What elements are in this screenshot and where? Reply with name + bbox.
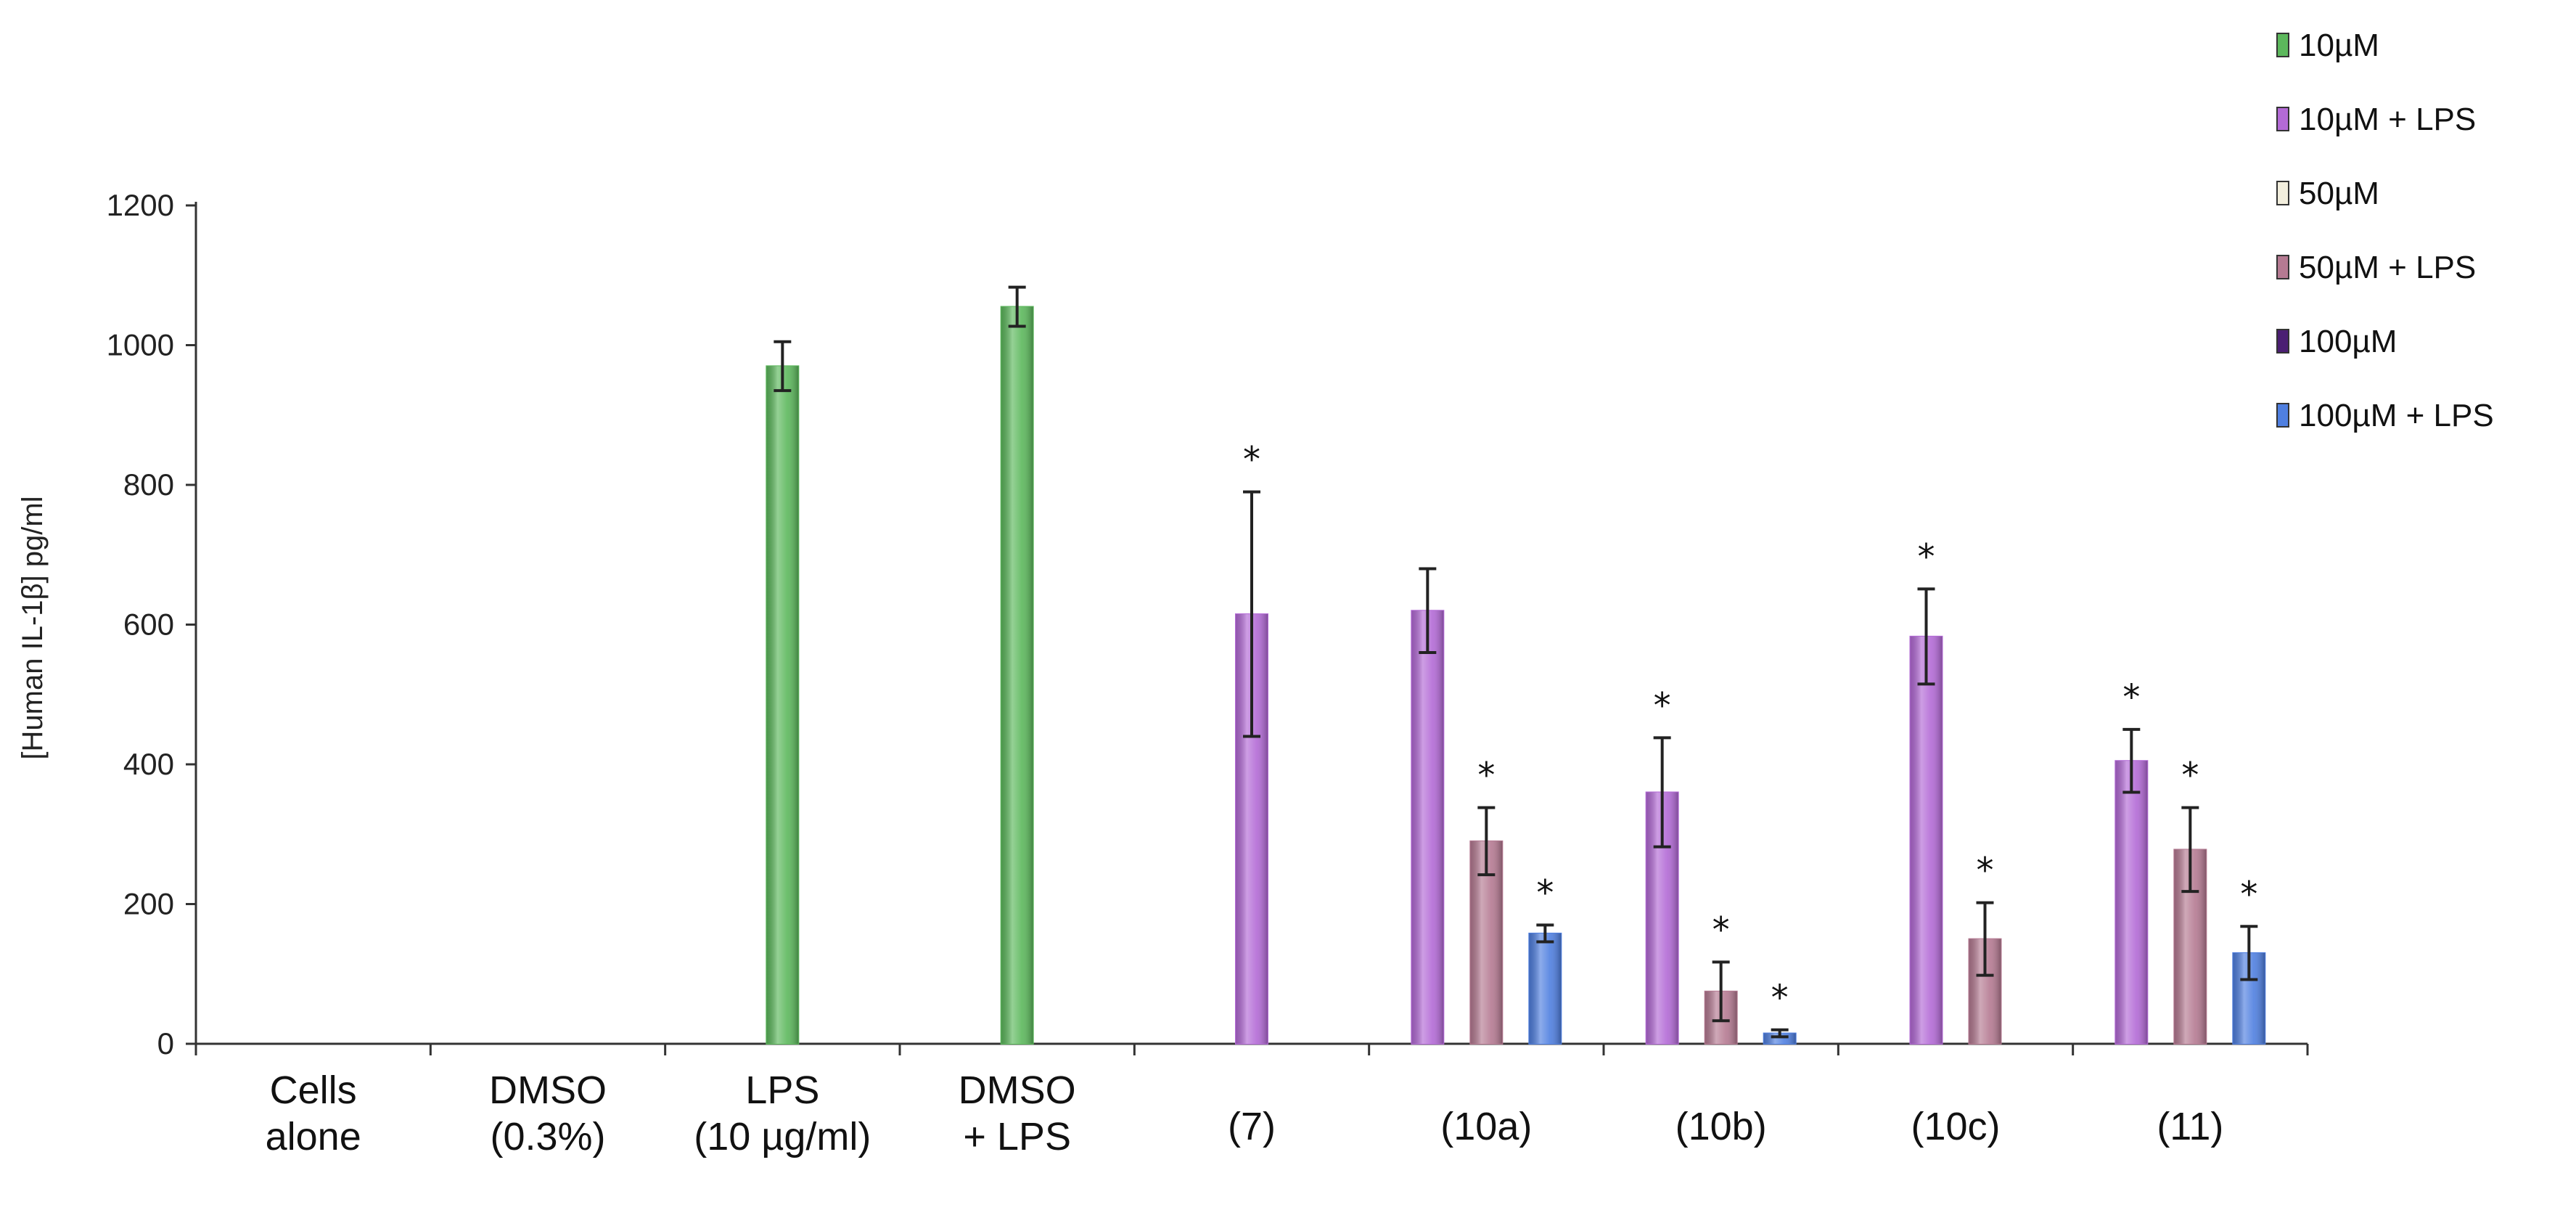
bar-shade — [2115, 761, 2148, 1044]
legend-label: 100µM + LPS — [2299, 398, 2494, 433]
legend-swatch — [2276, 255, 2289, 279]
y-tick-label: 0 — [157, 1026, 174, 1060]
y-axis-label: [Human IL-1β] pg/ml — [17, 496, 49, 759]
legend-swatch — [2276, 329, 2289, 353]
legend-swatch — [2276, 181, 2289, 205]
bar-shade — [1001, 306, 1033, 1044]
x-category-label: (7) — [1228, 1105, 1276, 1148]
bar-shade — [766, 366, 799, 1044]
bar-shade — [1529, 933, 1562, 1044]
significance-star: * — [1771, 978, 1789, 1018]
x-category-label: LPS — [745, 1068, 819, 1112]
legend-swatch — [2276, 403, 2289, 428]
x-category-label: alone — [266, 1115, 361, 1158]
x-category-label: (10a) — [1440, 1105, 1532, 1148]
x-category-label: (10b) — [1675, 1105, 1767, 1148]
x-category-label: DMSO — [959, 1068, 1076, 1112]
x-category-label: DMSO — [489, 1068, 607, 1112]
y-tick-label: 600 — [123, 608, 174, 642]
legend-swatch — [2276, 33, 2289, 57]
x-category-label: (10 µg/ml) — [694, 1115, 871, 1158]
x-category-label: (10c) — [1911, 1105, 2000, 1148]
legend-swatch — [2276, 107, 2289, 131]
y-tick-label: 1200 — [107, 188, 174, 222]
x-category-label: Cells — [270, 1068, 357, 1112]
significance-star: * — [2122, 677, 2140, 718]
significance-star: * — [1536, 872, 1554, 913]
bar-shade — [1910, 636, 1943, 1044]
significance-star: * — [1654, 685, 1671, 726]
plot-area: 020040060080010001200CellsaloneDMSO(0.3%… — [107, 188, 2309, 1158]
y-tick-label: 800 — [123, 467, 174, 502]
legend-label: 50µM — [2299, 176, 2379, 211]
significance-star: * — [1918, 536, 1935, 577]
y-tick-label: 200 — [123, 887, 174, 921]
legend-label: 50µM + LPS — [2299, 250, 2476, 285]
bar-shade — [1411, 610, 1444, 1044]
legend-label: 10µM + LPS — [2299, 102, 2476, 137]
x-category-label: (11) — [2157, 1105, 2223, 1148]
y-tick-label: 1000 — [107, 328, 174, 362]
legend: 10µM 10µM + LPS 50µM 50µM + LPS 100µM 100µM +… — [2276, 28, 2494, 433]
legend-label: 10µM — [2299, 28, 2379, 63]
x-category-label: (0.3%) — [490, 1115, 605, 1158]
y-tick-label: 400 — [123, 747, 174, 781]
significance-star: * — [1477, 756, 1495, 796]
significance-star: * — [2181, 756, 2199, 796]
significance-star: * — [1243, 440, 1260, 481]
significance-star: * — [2240, 874, 2257, 915]
legend-label: 100µM — [2299, 324, 2397, 359]
significance-star: * — [1712, 910, 1730, 950]
significance-star: * — [1977, 851, 1994, 891]
x-category-label: + LPS — [963, 1115, 1071, 1158]
